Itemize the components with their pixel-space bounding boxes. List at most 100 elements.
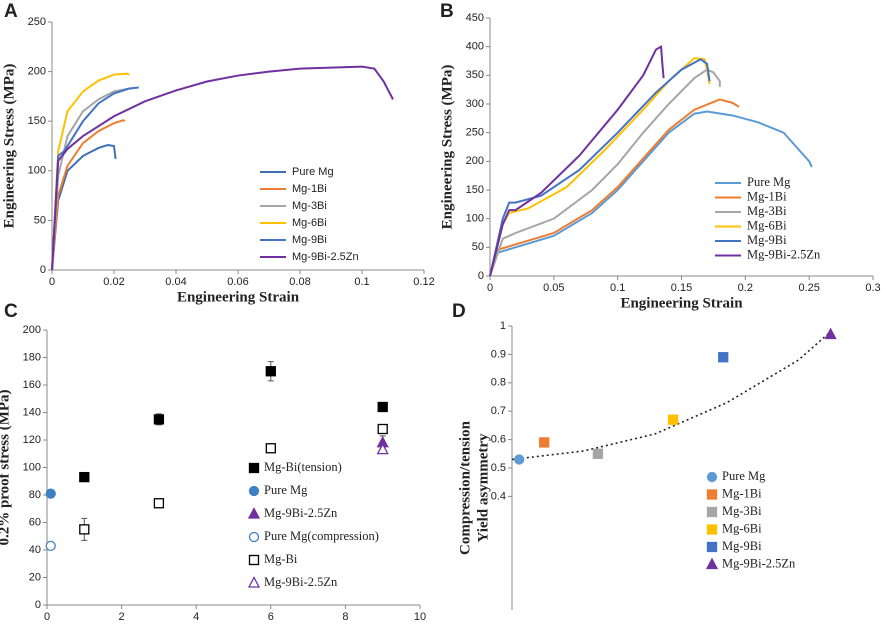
- curve: [489, 57, 711, 277]
- x-tick-label: 0: [49, 276, 55, 288]
- marker: [376, 442, 389, 455]
- x-tick-label: 0.2: [738, 282, 753, 294]
- marker: [539, 437, 550, 448]
- x-tick-label: 0.3: [865, 282, 880, 294]
- y-tick-label: 180: [23, 351, 41, 363]
- trendline: [511, 331, 832, 461]
- x-axis-title: Engineering Strain: [177, 289, 300, 305]
- y-tick-label: 0.8: [491, 377, 506, 389]
- legend-label: Mg-9Bi-2.5Zn: [722, 556, 796, 570]
- y-tick-label: 80: [29, 489, 41, 501]
- legend-marker: [248, 531, 260, 543]
- legend-label: Mg-3Bi: [722, 504, 762, 518]
- curve: [489, 58, 711, 277]
- legend-label: Pure Mg: [722, 469, 766, 483]
- y-tick-label: 50: [34, 214, 46, 226]
- marker: [153, 414, 165, 425]
- curve: [51, 119, 126, 271]
- marker: [45, 540, 56, 552]
- y-tick-label: 0.7: [491, 405, 506, 417]
- legend-marker: [248, 462, 260, 474]
- x-tick-label: 0.08: [289, 276, 310, 288]
- y-tick-label: 0.5: [491, 462, 506, 474]
- legend-label: Mg-9Bi: [747, 233, 787, 247]
- y-tick-label: 100: [28, 165, 46, 177]
- legend-label: Mg-Bi(tension): [264, 460, 342, 474]
- x-tick-label: 0.15: [671, 282, 692, 294]
- y-tick-label: 20: [29, 571, 41, 583]
- y-tick-label: 200: [466, 155, 484, 167]
- y-tick-label: 0.4: [491, 490, 506, 502]
- y-tick-label: 100: [466, 213, 484, 225]
- legend-label: Mg-6Bi: [292, 217, 327, 229]
- x-tick-label: 8: [342, 611, 348, 623]
- marker: [592, 448, 604, 459]
- y-tick-label: 40: [29, 544, 41, 556]
- panel-letter: B: [440, 1, 454, 22]
- legend-label: Mg-9Bi: [292, 234, 327, 246]
- marker: [265, 443, 276, 454]
- marker: [824, 327, 837, 340]
- legend-label: Mg-1Bi: [292, 183, 327, 195]
- legend-marker: [706, 524, 718, 535]
- curve: [489, 68, 721, 277]
- y-tick-label: 200: [23, 324, 41, 336]
- legend-marker: [706, 489, 718, 500]
- y-tick-label: 0: [40, 264, 46, 276]
- x-tick-label: 0.06: [227, 276, 248, 288]
- legend-label: Mg-9Bi-2.5Zn: [264, 506, 338, 520]
- legend-label: Mg-9Bi-2.5Zn: [747, 247, 821, 261]
- curve: [489, 45, 665, 277]
- marker: [377, 401, 388, 413]
- y-tick-label: 0: [478, 270, 484, 282]
- legend-marker: [248, 554, 260, 566]
- legend-label: Mg-9Bi: [722, 539, 762, 553]
- y-tick-label: 120: [23, 434, 41, 446]
- legend-label: Mg-3Bi: [747, 204, 787, 218]
- marker: [45, 488, 56, 499]
- y-axis-title: Engineering Stress (MPa): [439, 65, 455, 230]
- legend-label: Pure Mg: [747, 175, 791, 189]
- marker: [265, 366, 276, 377]
- y-tick-label: 0: [35, 599, 41, 611]
- y-tick-label: 400: [466, 41, 484, 53]
- y-tick-label: 0.6: [491, 434, 506, 446]
- x-tick-label: 0: [44, 611, 50, 623]
- legend-label: Pure Mg: [292, 166, 334, 178]
- marker: [718, 352, 729, 363]
- legend-marker: [706, 506, 718, 518]
- panel-letter: A: [4, 1, 18, 22]
- marker: [377, 423, 388, 435]
- y-axis-title: Compression/tension: [457, 420, 473, 555]
- legend-marker: [705, 557, 719, 570]
- legend-label: Pure Mg: [264, 483, 308, 497]
- y-axis-title: Engineering Stress (MPa): [1, 64, 17, 229]
- y-tick-label: 160: [23, 379, 41, 391]
- legend-label: Mg-6Bi: [747, 218, 787, 232]
- x-tick-label: 0.1: [354, 276, 369, 288]
- curve: [51, 65, 394, 271]
- y-tick-label: 300: [466, 98, 484, 110]
- y-tick-label: 1: [500, 320, 506, 332]
- x-tick-label: 0.02: [103, 276, 124, 288]
- y-tick-label: 50: [472, 241, 484, 253]
- legend-label: Mg-1Bi: [722, 486, 762, 500]
- legend-label: Mg-3Bi: [292, 200, 327, 212]
- legend-label: Mg-Bi: [264, 552, 298, 566]
- curve: [489, 98, 740, 277]
- y-tick-label: 150: [28, 115, 46, 127]
- y-axis-title: 0.2% proof stress (MPa): [0, 389, 12, 545]
- x-tick-label: 0.04: [165, 276, 186, 288]
- legend-label: Pure Mg(compression): [264, 529, 379, 543]
- legend-label: Mg-9Bi-2.5Zn: [292, 251, 359, 263]
- y-tick-label: 0.9: [491, 348, 506, 360]
- x-tick-label: 0.12: [413, 276, 434, 288]
- x-tick-label: 0: [487, 282, 493, 294]
- x-tick-label: 6: [268, 611, 274, 623]
- y-tick-label: 350: [466, 69, 484, 81]
- y-tick-label: 250: [28, 16, 46, 28]
- curve: [51, 86, 139, 271]
- legend-marker: [247, 507, 261, 519]
- x-tick-label: 0.1: [610, 282, 625, 294]
